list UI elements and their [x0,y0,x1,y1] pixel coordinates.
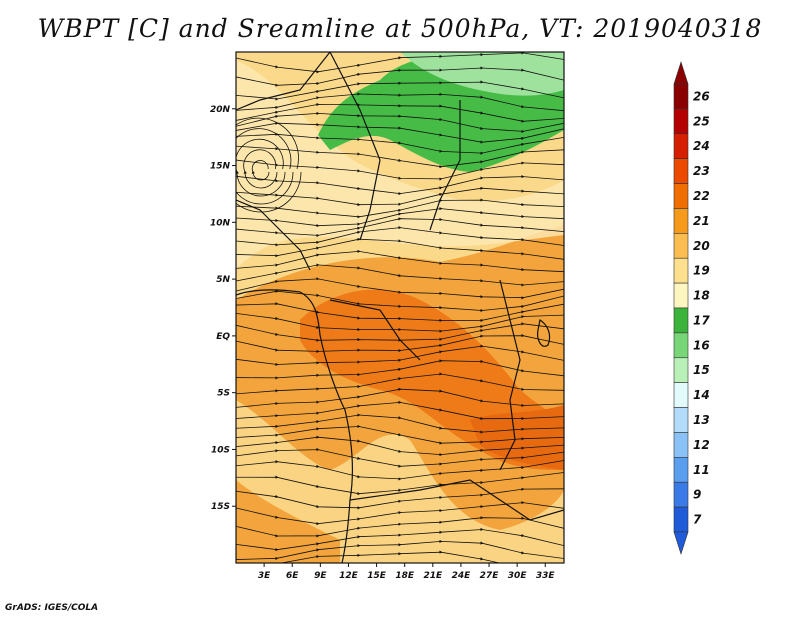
colorbar-swatch [673,133,689,159]
lat-tick-label: EQ [216,332,230,342]
lon-tick-label: 30E [508,571,528,581]
colorbar-swatch [673,307,689,334]
colorbar-swatch [673,432,689,458]
colorbar-label: 25 [693,114,710,128]
border-east [499,279,521,471]
colorbar-swatch [673,208,689,234]
colorbar-swatch [673,233,689,259]
map-title: WBPT [C] and Sreamline at 500hPa, VT: 20… [37,14,763,43]
lat-tick-label: 10S [211,445,230,455]
colorbar-swatch [673,332,689,359]
colorbar-label: 24 [693,139,710,153]
streamline [251,160,270,181]
lat-tick-label: 10N [210,218,231,228]
lon-tick-label: 27E [480,571,500,581]
lon-tick-label: 21E [423,571,443,581]
map-area [236,52,564,563]
lat-tick-label: 15S [211,502,230,512]
longitude-axis: 3E 6E 9E 12E 15E 18E 21E 24E 27E 30E 33E [258,563,556,581]
colorbar-swatch [673,83,689,110]
footer-credit: GrADS: IGES/COLA [5,603,99,613]
border-north-1 [236,52,331,111]
colorbar-label: 9 [693,488,701,502]
lon-tick-label: 18E [395,571,415,581]
colorbar-label: 13 [693,413,710,427]
colorbar-label: 22 [693,189,710,203]
streamline [243,149,278,189]
colorbar-label: 21 [693,214,710,228]
lat-tick-label: 20N [210,105,231,115]
colorbar-top-arrow [673,61,689,85]
latitude-axis: 20N 15N 10N 5N EQ 5S 10S 15S [210,105,236,512]
colorbar-swatch [673,457,689,483]
lon-tick-label: 12E [339,571,359,581]
streamline [236,132,564,155]
border-west [236,199,311,271]
map-frame [235,51,565,564]
colorbar-swatch [673,506,689,533]
colorbar-swatch [673,481,689,508]
streamline [236,138,286,197]
colorbar-label: 7 [693,513,702,527]
colorbar-label: 19 [693,264,710,278]
colorbar-label: 18 [693,289,710,303]
colorbar-label: 11 [693,463,710,477]
colorbar-swatch [673,108,689,135]
border-central [329,299,421,361]
border-south [349,479,564,521]
colorbar-bottom-arrow [673,531,689,555]
streamline [236,128,294,205]
border-lake [537,319,551,347]
coastline [236,289,354,563]
lon-tick-label: 24E [452,571,472,581]
colorbar-label: 16 [693,338,710,352]
country-borders [236,52,564,563]
colorbar-label: 20 [693,239,710,253]
colorbar-label: 15 [693,363,710,377]
lat-tick-label: 5S [217,389,230,399]
lon-tick-label: 3E [258,571,271,581]
lat-tick-label: 5N [216,275,230,285]
colorbar-swatch [673,282,689,309]
colorbar-label: 12 [693,438,710,452]
colorbar-swatch [673,407,689,433]
colorbar-swatch [673,357,689,383]
colorbar-swatch [673,158,689,184]
border-north-2 [329,52,381,241]
streamline [236,145,564,169]
colorbar-swatch [673,183,689,209]
lon-tick-label: 9E [314,571,327,581]
streamline [236,117,302,213]
lon-tick-label: 6E [286,571,299,581]
colorbar-label: 17 [693,313,710,327]
colorbar-swatch [673,382,689,408]
colorbar-label: 26 [693,89,710,103]
colorbar-label: 23 [693,164,710,178]
lon-tick-label: 33E [536,571,556,581]
streamline [275,550,525,563]
lon-tick-label: 15E [367,571,387,581]
colorbar: 26 25 24 23 22 21 20 19 18 17 16 15 14 13 12 11 9 7 [673,61,710,555]
colorbar-swatch [673,257,689,284]
border-north-3 [429,100,461,231]
lat-tick-label: 15N [210,162,231,172]
colorbar-label: 14 [693,388,710,402]
